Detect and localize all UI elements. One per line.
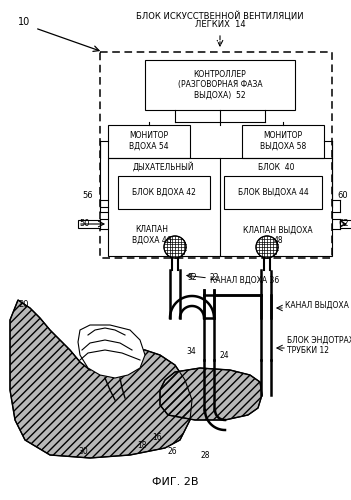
Text: 22: 22 <box>210 272 219 281</box>
Text: БЛОК ВЫДОХА 44: БЛОК ВЫДОХА 44 <box>238 188 309 196</box>
Text: 62: 62 <box>338 218 349 228</box>
PathPatch shape <box>160 368 262 420</box>
Text: 18: 18 <box>137 440 147 450</box>
Text: КАНАЛ ВЫДОХА 38: КАНАЛ ВЫДОХА 38 <box>285 300 351 310</box>
Text: 56: 56 <box>82 192 93 200</box>
Text: КОНТРОЛЛЕР
(РАЗГОВОРНАЯ ФАЗА
ВЫДОХА)  52: КОНТРОЛЛЕР (РАЗГОВОРНАЯ ФАЗА ВЫДОХА) 52 <box>178 70 262 100</box>
Text: 28: 28 <box>200 452 210 460</box>
PathPatch shape <box>78 325 145 378</box>
Text: КАНАЛ ВДОХА 36: КАНАЛ ВДОХА 36 <box>210 276 279 284</box>
Text: 20: 20 <box>18 300 28 309</box>
Bar <box>145 60 295 110</box>
Text: 50: 50 <box>79 218 90 228</box>
Circle shape <box>164 236 186 258</box>
Bar <box>100 52 332 258</box>
Text: 30: 30 <box>78 448 88 456</box>
Text: ДЫХАТЕЛЬНЫЙ: ДЫХАТЕЛЬНЫЙ <box>132 162 194 172</box>
Text: БЛОК ЭНДОТРАХЕАЛЬНОЙ
ТРУБКИ 12: БЛОК ЭНДОТРАХЕАЛЬНОЙ ТРУБКИ 12 <box>287 335 351 355</box>
Text: 16: 16 <box>152 434 162 442</box>
Text: КЛАПАН
ВДОХА 46: КЛАПАН ВДОХА 46 <box>132 226 172 244</box>
Bar <box>78 220 100 228</box>
Bar <box>108 125 190 158</box>
Bar <box>108 158 332 256</box>
Bar <box>224 176 322 209</box>
Text: КЛАПАН ВЫДОХА
48: КЛАПАН ВЫДОХА 48 <box>243 226 313 244</box>
Text: МОНИТОР
ВДОХА 54: МОНИТОР ВДОХА 54 <box>129 132 169 150</box>
Bar <box>118 176 210 209</box>
Text: 10: 10 <box>18 17 30 27</box>
Circle shape <box>256 236 278 258</box>
Text: 32: 32 <box>187 272 197 281</box>
Text: БЛОК ИСКУССТВЕННОЙ ВЕНТИЛЯЦИИ: БЛОК ИСКУССТВЕННОЙ ВЕНТИЛЯЦИИ <box>136 11 304 21</box>
Text: 24: 24 <box>220 350 230 360</box>
Text: ЛЕГКИХ  14: ЛЕГКИХ 14 <box>195 20 245 29</box>
Text: 60: 60 <box>337 192 347 200</box>
Text: 34: 34 <box>186 348 196 356</box>
Text: БЛОК  40: БЛОК 40 <box>258 162 294 172</box>
Text: ФИГ. 2В: ФИГ. 2В <box>152 477 198 487</box>
Text: 26: 26 <box>167 448 177 456</box>
Bar <box>242 125 324 158</box>
Text: МОНИТОР
ВЫДОХА 58: МОНИТОР ВЫДОХА 58 <box>260 132 306 150</box>
Bar <box>340 220 351 228</box>
PathPatch shape <box>10 300 192 458</box>
Text: БЛОК ВДОХА 42: БЛОК ВДОХА 42 <box>132 188 196 196</box>
